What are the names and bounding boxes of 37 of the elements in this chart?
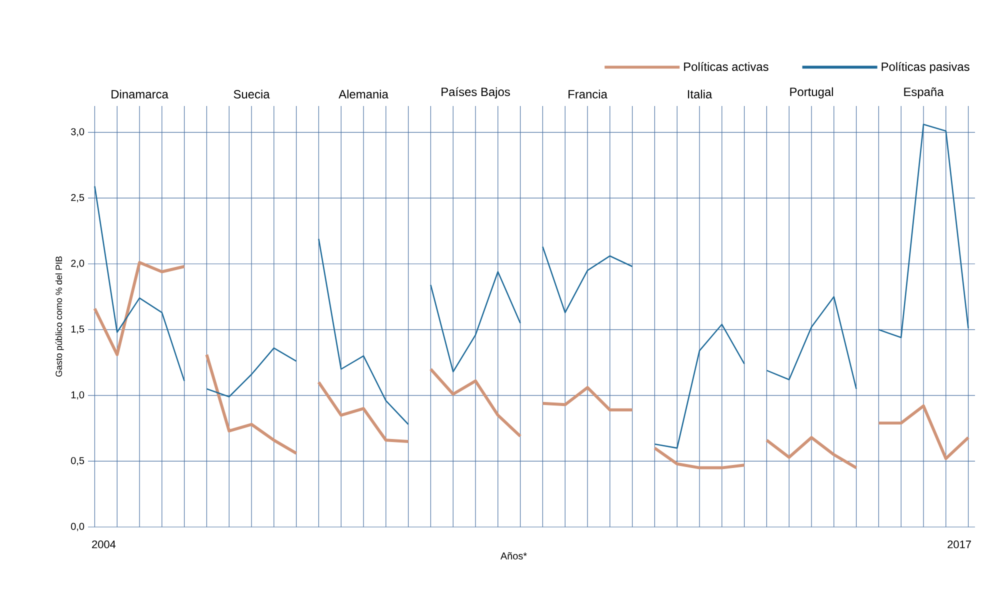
line-series xyxy=(878,124,969,338)
line-series xyxy=(317,380,410,443)
y-tick-label: 2,5 xyxy=(71,194,84,202)
line-series xyxy=(654,324,745,449)
x-tick-label: Dinamarca xyxy=(112,90,168,98)
line-series xyxy=(877,404,970,460)
line-series xyxy=(542,246,633,314)
y-tick-label: 0,5 xyxy=(71,457,84,466)
line-series xyxy=(430,271,521,372)
y-axis-title: Gasto público como % del PIB xyxy=(55,256,64,377)
y-tick-label: 2,0 xyxy=(71,260,84,268)
line-series xyxy=(766,296,857,390)
y-tick-label: 0,0 xyxy=(71,522,84,532)
x-tick-label: Alemania xyxy=(338,90,388,98)
line-series xyxy=(93,261,186,356)
line-series xyxy=(318,238,409,426)
x-tick-label: Portugal xyxy=(790,87,833,98)
y-tick-label: 1,5 xyxy=(71,326,84,334)
y-tick-label: 1,0 xyxy=(71,391,84,400)
line-series xyxy=(94,186,185,382)
x-tick-label: Países Bajos xyxy=(442,87,510,98)
x-tick-label: Italia xyxy=(688,90,712,98)
y-tick-label: 3,0 xyxy=(71,128,84,136)
x-tick-label: Francia xyxy=(568,90,608,98)
line-series xyxy=(206,347,297,398)
text: Políticas pasivas xyxy=(882,62,970,74)
line-series xyxy=(205,353,298,455)
text: Políticas activas xyxy=(684,62,768,71)
x-axis-title: Años* xyxy=(500,552,527,560)
x-tick-label: España xyxy=(904,87,944,98)
line-series xyxy=(653,446,746,470)
x-tick-label: Suecia xyxy=(234,90,270,98)
text: 2017 xyxy=(948,540,971,548)
line-series xyxy=(765,436,858,470)
text: 2004 xyxy=(92,540,116,548)
line-series xyxy=(541,386,634,412)
line-series xyxy=(429,368,522,438)
